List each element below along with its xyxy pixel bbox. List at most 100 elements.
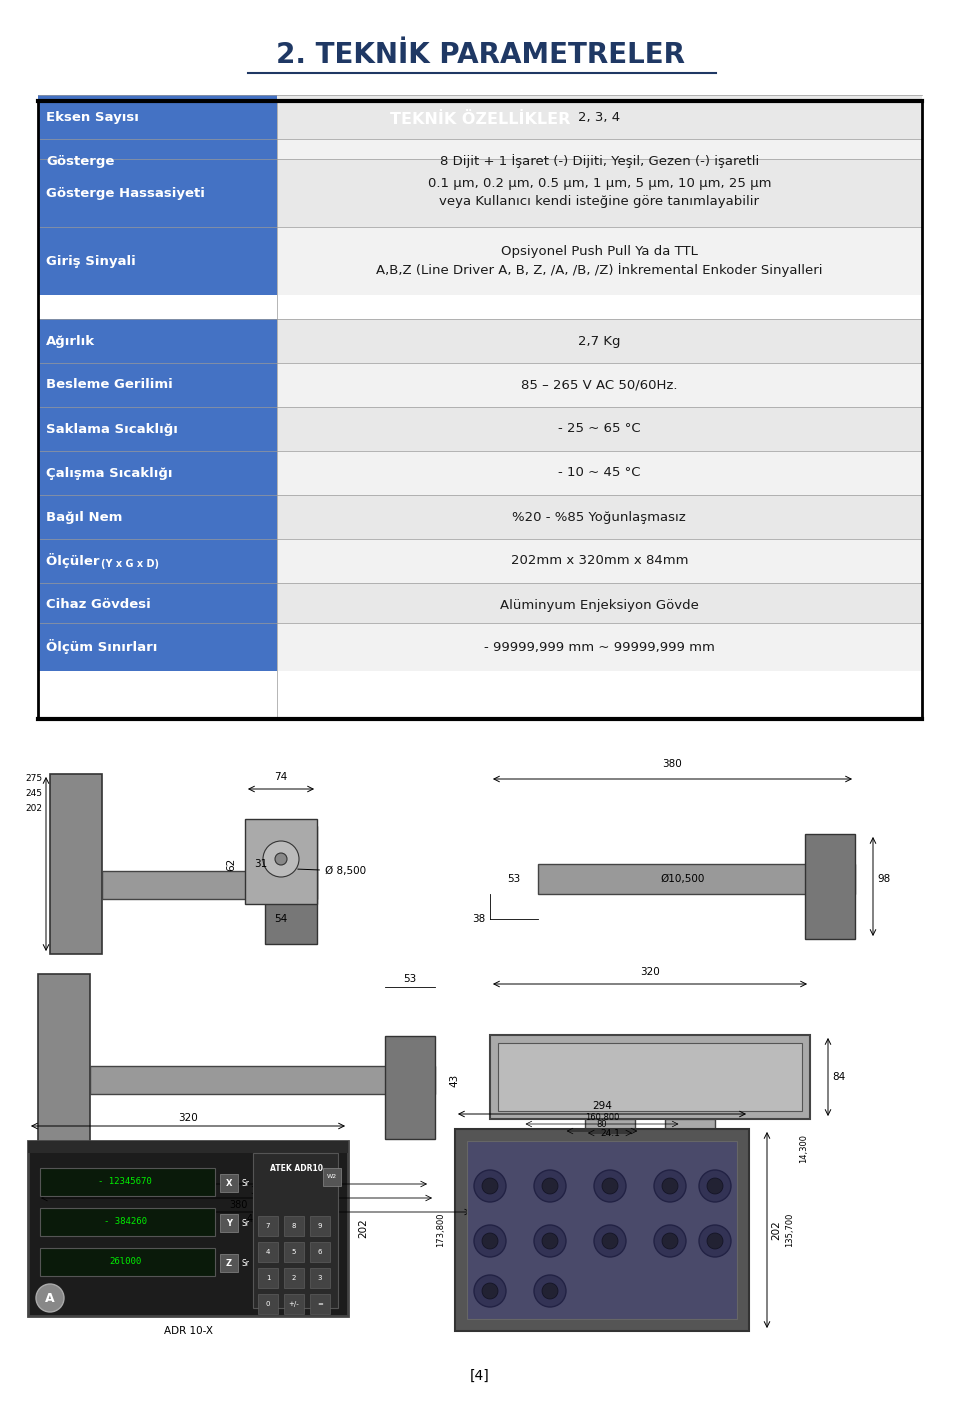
Text: 202: 202 — [771, 1220, 781, 1240]
Text: W2: W2 — [327, 1174, 337, 1180]
Circle shape — [594, 1170, 626, 1202]
Bar — [38, 495, 276, 538]
Text: Çalışma Sıcaklığı: Çalışma Sıcaklığı — [46, 467, 173, 479]
Text: 74: 74 — [275, 772, 288, 782]
Bar — [665, 1119, 715, 1147]
Bar — [284, 1241, 304, 1263]
Text: Cihaz Gövdesi: Cihaz Gövdesi — [46, 599, 151, 612]
Circle shape — [482, 1284, 498, 1299]
Bar — [38, 101, 922, 139]
Circle shape — [707, 1178, 723, 1194]
Bar — [276, 583, 922, 627]
Text: 26l000: 26l000 — [108, 1257, 141, 1267]
Circle shape — [662, 1233, 678, 1249]
Text: X: X — [226, 1178, 232, 1188]
Text: 380: 380 — [662, 759, 683, 769]
Text: Alüminyum Enjeksiyon Gövde: Alüminyum Enjeksiyon Gövde — [500, 599, 699, 612]
Bar — [245, 820, 317, 904]
Circle shape — [662, 1178, 678, 1194]
Bar — [284, 1268, 304, 1288]
Bar — [28, 1142, 348, 1316]
Bar — [284, 1294, 304, 1315]
Bar — [490, 1035, 810, 1119]
Text: - 384260: - 384260 — [104, 1218, 147, 1226]
Text: [4]: [4] — [470, 1369, 490, 1384]
Bar — [220, 1174, 238, 1192]
Text: Saklama Sıcaklığı: Saklama Sıcaklığı — [46, 422, 178, 436]
Text: Ø10,500: Ø10,500 — [660, 875, 705, 884]
Bar — [38, 583, 276, 627]
Bar — [276, 139, 922, 183]
Text: 7: 7 — [266, 1223, 271, 1229]
Text: - 12345670: - 12345670 — [98, 1177, 152, 1187]
Text: Y: Y — [226, 1219, 232, 1227]
Circle shape — [699, 1170, 731, 1202]
Bar — [38, 319, 276, 363]
Text: (Y x G x D): (Y x G x D) — [101, 560, 159, 569]
Text: TEKNİK ÖZELLİKLER: TEKNİK ÖZELLİKLER — [390, 112, 570, 128]
Text: 1: 1 — [266, 1275, 271, 1281]
Bar — [38, 406, 276, 451]
Text: 0.1 µm, 0.2 µm, 0.5 µm, 1 µm, 5 µm, 10 µm, 25 µm
veya Kullanıcı kendi isteğine g: 0.1 µm, 0.2 µm, 0.5 µm, 1 µm, 5 µm, 10 µ… — [427, 177, 771, 208]
Bar — [284, 1216, 304, 1236]
Text: 2. TEKNİK PARAMETRELER: 2. TEKNİK PARAMETRELER — [276, 41, 684, 69]
Text: Bağıl Nem: Bağıl Nem — [46, 510, 122, 523]
Bar — [276, 159, 922, 226]
Text: 53: 53 — [403, 974, 417, 984]
Bar — [276, 406, 922, 451]
Text: 275: 275 — [25, 773, 42, 783]
Circle shape — [542, 1178, 558, 1194]
Bar — [310, 1241, 330, 1263]
Text: 380: 380 — [228, 1199, 247, 1211]
Bar — [38, 974, 90, 1159]
Text: 60: 60 — [684, 1152, 697, 1161]
Text: 173,800: 173,800 — [436, 1213, 445, 1247]
Text: Sr: Sr — [242, 1258, 250, 1267]
Circle shape — [474, 1225, 506, 1257]
Circle shape — [474, 1275, 506, 1308]
Circle shape — [534, 1225, 566, 1257]
Bar — [258, 1216, 278, 1236]
Bar — [265, 825, 317, 943]
Text: 2, 3, 4: 2, 3, 4 — [578, 111, 620, 124]
Bar — [276, 319, 922, 363]
Text: =: = — [317, 1301, 323, 1308]
Text: 6: 6 — [318, 1249, 323, 1256]
Text: Gösterge Hassasiyeti: Gösterge Hassasiyeti — [46, 187, 204, 200]
Bar — [258, 1241, 278, 1263]
Text: 8: 8 — [292, 1223, 297, 1229]
Text: Ağırlık: Ağırlık — [46, 335, 95, 347]
Bar — [38, 159, 276, 226]
Bar — [467, 1142, 737, 1319]
Bar — [276, 495, 922, 538]
Circle shape — [482, 1233, 498, 1249]
Bar — [323, 1168, 341, 1187]
Bar — [455, 1129, 749, 1331]
Bar — [40, 1208, 215, 1236]
Bar — [276, 96, 922, 139]
Text: 4: 4 — [266, 1249, 270, 1256]
Text: Ölçüm Sınırları: Ölçüm Sınırları — [46, 640, 157, 655]
Circle shape — [482, 1178, 498, 1194]
Text: 320: 320 — [179, 1114, 198, 1123]
Text: 358: 358 — [251, 1187, 269, 1197]
Text: 31: 31 — [254, 859, 268, 869]
Text: 3: 3 — [318, 1275, 323, 1281]
Circle shape — [707, 1233, 723, 1249]
Text: 43: 43 — [449, 1073, 459, 1087]
Circle shape — [602, 1178, 618, 1194]
Bar — [220, 1254, 238, 1272]
Circle shape — [542, 1233, 558, 1249]
Text: 245: 245 — [25, 789, 42, 799]
Text: 2,7 Kg: 2,7 Kg — [578, 335, 620, 347]
Circle shape — [542, 1284, 558, 1299]
Text: +/-: +/- — [289, 1301, 300, 1308]
Text: Opsiyonel Push Pull Ya da TTL
A,B,Z (Line Driver A, B, Z, /A, /B, /Z) İnkrementa: Opsiyonel Push Pull Ya da TTL A,B,Z (Lin… — [376, 245, 823, 277]
Text: 54: 54 — [275, 914, 288, 924]
Text: 135,700: 135,700 — [785, 1213, 794, 1247]
Text: 202: 202 — [358, 1219, 368, 1239]
Circle shape — [36, 1284, 64, 1312]
Bar — [310, 1216, 330, 1236]
Text: 160,800: 160,800 — [585, 1114, 619, 1122]
Bar — [38, 451, 276, 495]
